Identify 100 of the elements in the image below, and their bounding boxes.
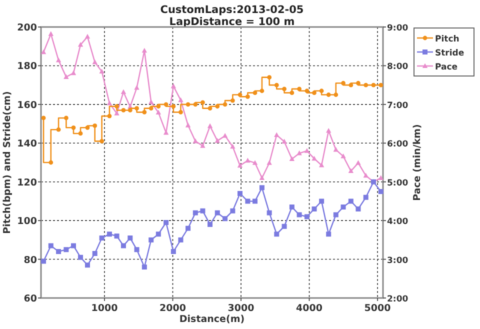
point <box>78 42 84 47</box>
point <box>237 162 243 168</box>
point <box>222 102 228 107</box>
point <box>364 82 368 88</box>
point <box>214 138 220 143</box>
y-tick-label: 120 <box>17 177 38 188</box>
point <box>245 198 250 204</box>
point <box>356 206 361 212</box>
point <box>230 98 235 103</box>
point <box>56 127 61 132</box>
point <box>56 57 62 62</box>
point <box>164 102 168 107</box>
point <box>84 262 90 268</box>
point <box>282 86 286 92</box>
point <box>84 34 90 39</box>
point <box>156 232 161 237</box>
point <box>289 204 294 210</box>
point <box>334 92 338 97</box>
point <box>371 82 376 88</box>
point <box>114 234 120 239</box>
x-tick-label: 5000 <box>364 303 392 314</box>
point <box>266 210 272 216</box>
point <box>85 125 90 130</box>
point <box>170 83 176 88</box>
point <box>78 131 83 136</box>
point <box>266 160 272 165</box>
point <box>333 212 338 218</box>
y-tick-label: 100 <box>17 216 38 228</box>
point <box>356 160 361 165</box>
point <box>142 110 147 114</box>
point <box>186 226 191 231</box>
y2-tick-label: 3:00 <box>387 256 408 266</box>
point <box>41 258 46 264</box>
point <box>64 74 69 79</box>
point <box>326 232 332 237</box>
point <box>148 106 154 110</box>
point <box>78 254 84 260</box>
point <box>252 160 258 165</box>
point <box>259 185 264 190</box>
point <box>92 59 98 64</box>
point <box>215 104 220 109</box>
point <box>208 222 213 227</box>
point <box>134 84 140 90</box>
point <box>193 102 198 107</box>
y-tick-label: 80 <box>24 254 38 266</box>
point <box>214 210 220 216</box>
point <box>267 75 272 80</box>
point <box>246 94 250 99</box>
y-axis-title: Pitch(bpm) and Stride(cm) <box>2 91 13 234</box>
y-tick-label: 140 <box>17 138 38 150</box>
point <box>207 123 213 128</box>
point <box>64 116 68 120</box>
point <box>237 190 242 196</box>
x-tick-label: 1000 <box>91 303 118 314</box>
point <box>326 128 332 133</box>
point <box>378 175 384 180</box>
point <box>312 206 317 212</box>
point <box>178 110 183 114</box>
point <box>142 264 147 270</box>
point <box>230 208 236 214</box>
point <box>340 154 346 158</box>
point <box>252 198 258 204</box>
x-axis-title: Distance(m) <box>179 314 245 325</box>
point <box>100 139 104 144</box>
point <box>106 100 112 106</box>
x-tick-label: 3000 <box>228 303 255 314</box>
point <box>99 68 104 74</box>
point <box>319 88 324 94</box>
y2-tick-label: 9:00 <box>387 24 408 34</box>
point <box>333 146 338 152</box>
y2-axis-title: Pace (min/km) <box>412 124 423 201</box>
point <box>48 160 54 165</box>
point <box>148 237 154 242</box>
point <box>252 90 258 96</box>
y2-tick-label: 8:00 <box>387 62 408 72</box>
chart-title: CustomLaps:2013-02-05 <box>160 4 304 16</box>
point <box>114 104 119 109</box>
point <box>238 92 242 97</box>
point <box>99 235 104 240</box>
point <box>114 110 120 116</box>
point <box>92 250 98 256</box>
point <box>71 125 76 130</box>
point <box>200 100 205 105</box>
point <box>378 189 384 194</box>
point <box>178 97 184 102</box>
y-tick-label: 200 <box>17 22 38 34</box>
legend-label: Pace <box>435 62 458 72</box>
point <box>192 138 198 144</box>
y-tick-label: 180 <box>17 61 38 72</box>
point <box>319 198 324 204</box>
x-tick-label: 4000 <box>296 303 323 314</box>
point <box>318 162 324 168</box>
y2-tick-label: 6:00 <box>387 140 408 150</box>
point <box>106 232 112 237</box>
point <box>171 104 176 109</box>
point <box>363 194 368 200</box>
point <box>92 124 98 128</box>
point <box>107 114 112 118</box>
point <box>304 214 310 220</box>
point <box>192 210 198 216</box>
